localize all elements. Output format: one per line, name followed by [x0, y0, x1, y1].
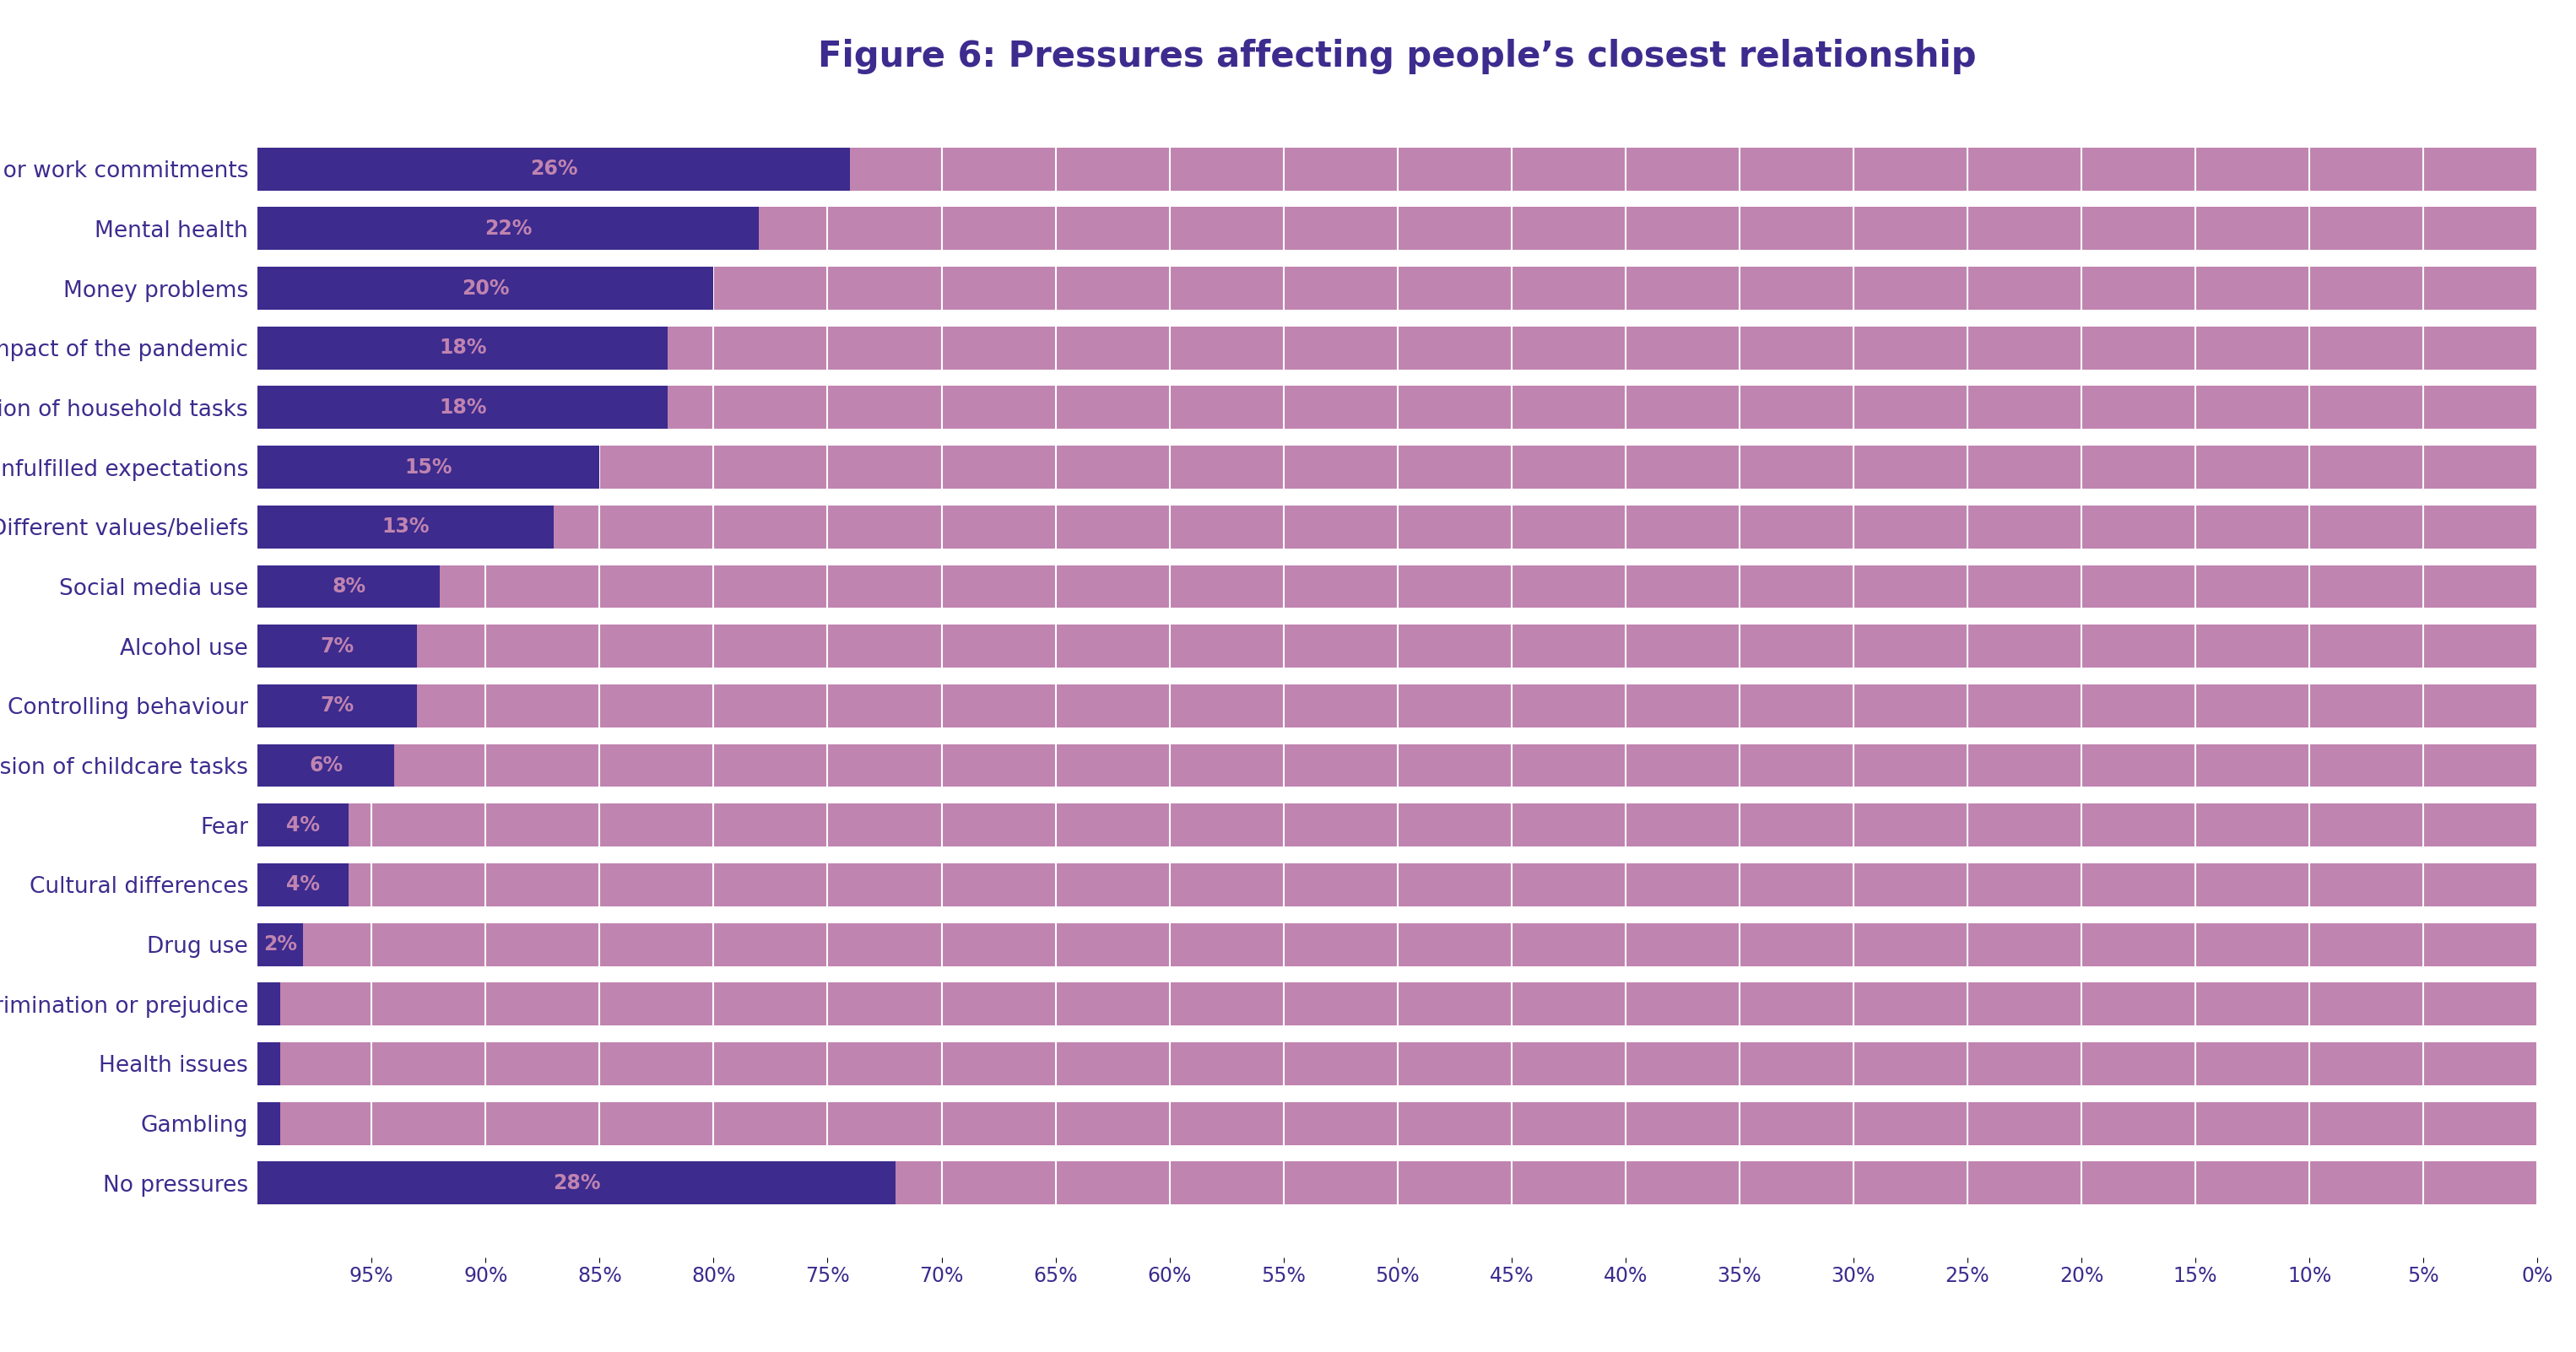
Text: 2%: 2%: [263, 934, 296, 955]
Bar: [258, 207, 2537, 250]
Bar: [258, 1042, 281, 1086]
Text: 26%: 26%: [531, 158, 577, 178]
Bar: [258, 387, 2537, 429]
Bar: [258, 266, 2537, 310]
Bar: [258, 446, 2537, 488]
Bar: [258, 1161, 2537, 1205]
Bar: [258, 864, 2537, 906]
Text: 7%: 7%: [319, 635, 355, 656]
Text: 22%: 22%: [484, 219, 533, 239]
Bar: [258, 923, 2537, 965]
Bar: [258, 803, 2537, 846]
Bar: [258, 1102, 281, 1145]
Bar: [258, 1161, 896, 1205]
Bar: [258, 923, 304, 965]
Bar: [258, 625, 417, 668]
Bar: [258, 983, 2537, 1026]
Bar: [258, 147, 2537, 191]
Text: 6%: 6%: [309, 756, 343, 776]
Bar: [258, 506, 554, 549]
Text: 4%: 4%: [286, 875, 319, 895]
Text: 28%: 28%: [554, 1174, 600, 1194]
Text: 4%: 4%: [286, 815, 319, 836]
Bar: [258, 684, 2537, 727]
Bar: [258, 147, 850, 191]
Text: 7%: 7%: [319, 696, 355, 717]
Title: Figure 6: Pressures affecting people’s closest relationship: Figure 6: Pressures affecting people’s c…: [819, 39, 1976, 74]
Bar: [258, 625, 2537, 668]
Bar: [258, 1102, 2537, 1145]
Bar: [258, 207, 760, 250]
Bar: [258, 1042, 2537, 1086]
Text: 18%: 18%: [438, 397, 487, 418]
Bar: [258, 803, 348, 846]
Text: 15%: 15%: [404, 457, 453, 477]
Text: 20%: 20%: [461, 279, 510, 299]
Text: 18%: 18%: [438, 338, 487, 358]
Bar: [258, 506, 2537, 549]
Bar: [258, 565, 2537, 608]
Text: 13%: 13%: [381, 516, 430, 537]
Text: 8%: 8%: [332, 576, 366, 596]
Bar: [258, 744, 394, 787]
Bar: [258, 326, 667, 369]
Bar: [258, 266, 714, 310]
Bar: [258, 565, 440, 608]
Bar: [258, 744, 2537, 787]
Bar: [258, 983, 281, 1026]
Bar: [258, 326, 2537, 369]
Bar: [258, 446, 600, 488]
Bar: [258, 864, 348, 906]
Bar: [258, 684, 417, 727]
Bar: [258, 387, 667, 429]
